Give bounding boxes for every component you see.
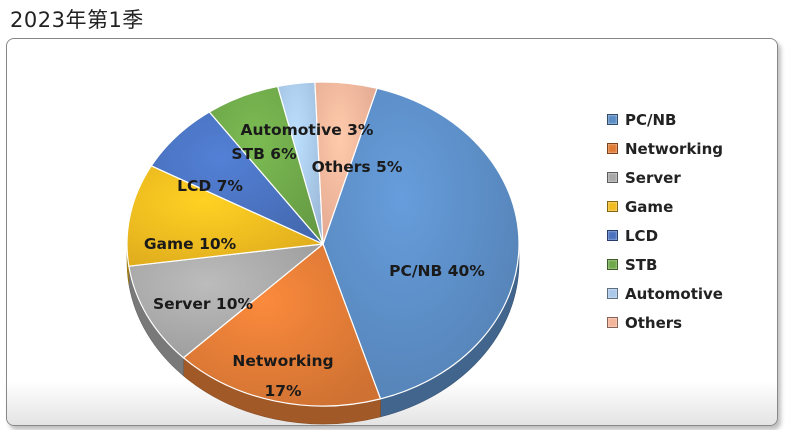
- legend-swatch: [607, 259, 618, 270]
- legend-swatch: [607, 288, 618, 299]
- legend-label: Game: [625, 197, 674, 216]
- legend-item: Automotive: [607, 279, 767, 308]
- legend-swatch: [607, 317, 618, 328]
- data-label-networking: 17%: [264, 382, 302, 400]
- data-label-server: Server 10%: [153, 295, 254, 313]
- legend-item: LCD: [607, 221, 767, 250]
- data-label-automotive: Automotive 3%: [241, 121, 374, 139]
- data-label-stb: STB 6%: [231, 145, 297, 163]
- legend-label: Networking: [625, 139, 723, 158]
- legend-swatch: [607, 143, 618, 154]
- legend-swatch: [607, 114, 618, 125]
- pie-slice-game: [126, 165, 324, 267]
- legend-label: Others: [625, 313, 683, 332]
- legend-swatch: [607, 172, 618, 183]
- pie-chart: PC/NB 40% Networking 17% Server 10% Game 10%…: [126, 81, 520, 425]
- data-label-lcd: LCD 7%: [177, 177, 243, 195]
- chart-frame: PC/NB 40% Networking 17% Server 10% Game 10%…: [6, 38, 778, 426]
- legend-label: STB: [625, 255, 658, 274]
- legend-swatch: [607, 230, 618, 241]
- legend-item: Game: [607, 192, 767, 221]
- legend-item: PC/NB: [607, 105, 767, 134]
- legend-label: LCD: [625, 226, 659, 245]
- page-title: 2023年第1季: [10, 8, 144, 32]
- legend-label: Automotive: [625, 284, 723, 303]
- legend-label: Server: [625, 168, 681, 187]
- chart-legend: PC/NB Networking Server Game LCD STB Automotiv…: [607, 105, 767, 337]
- legend-item: Server: [607, 163, 767, 192]
- data-label-others: Others 5%: [312, 158, 403, 176]
- pie-slice-others: [314, 81, 378, 245]
- legend-item: Others: [607, 308, 767, 337]
- pie-slice-server: [128, 243, 324, 359]
- legend-swatch: [607, 201, 618, 212]
- legend-item: STB: [607, 250, 767, 279]
- data-label-networking: Networking: [232, 352, 333, 370]
- pie-slice-pc-nb: [322, 87, 520, 400]
- data-label-pc-nb: PC/NB 40%: [389, 262, 485, 280]
- legend-item: Networking: [607, 134, 767, 163]
- legend-label: PC/NB: [625, 110, 677, 129]
- pie-slice-networking: [182, 243, 382, 407]
- data-label-game: Game 10%: [144, 235, 237, 253]
